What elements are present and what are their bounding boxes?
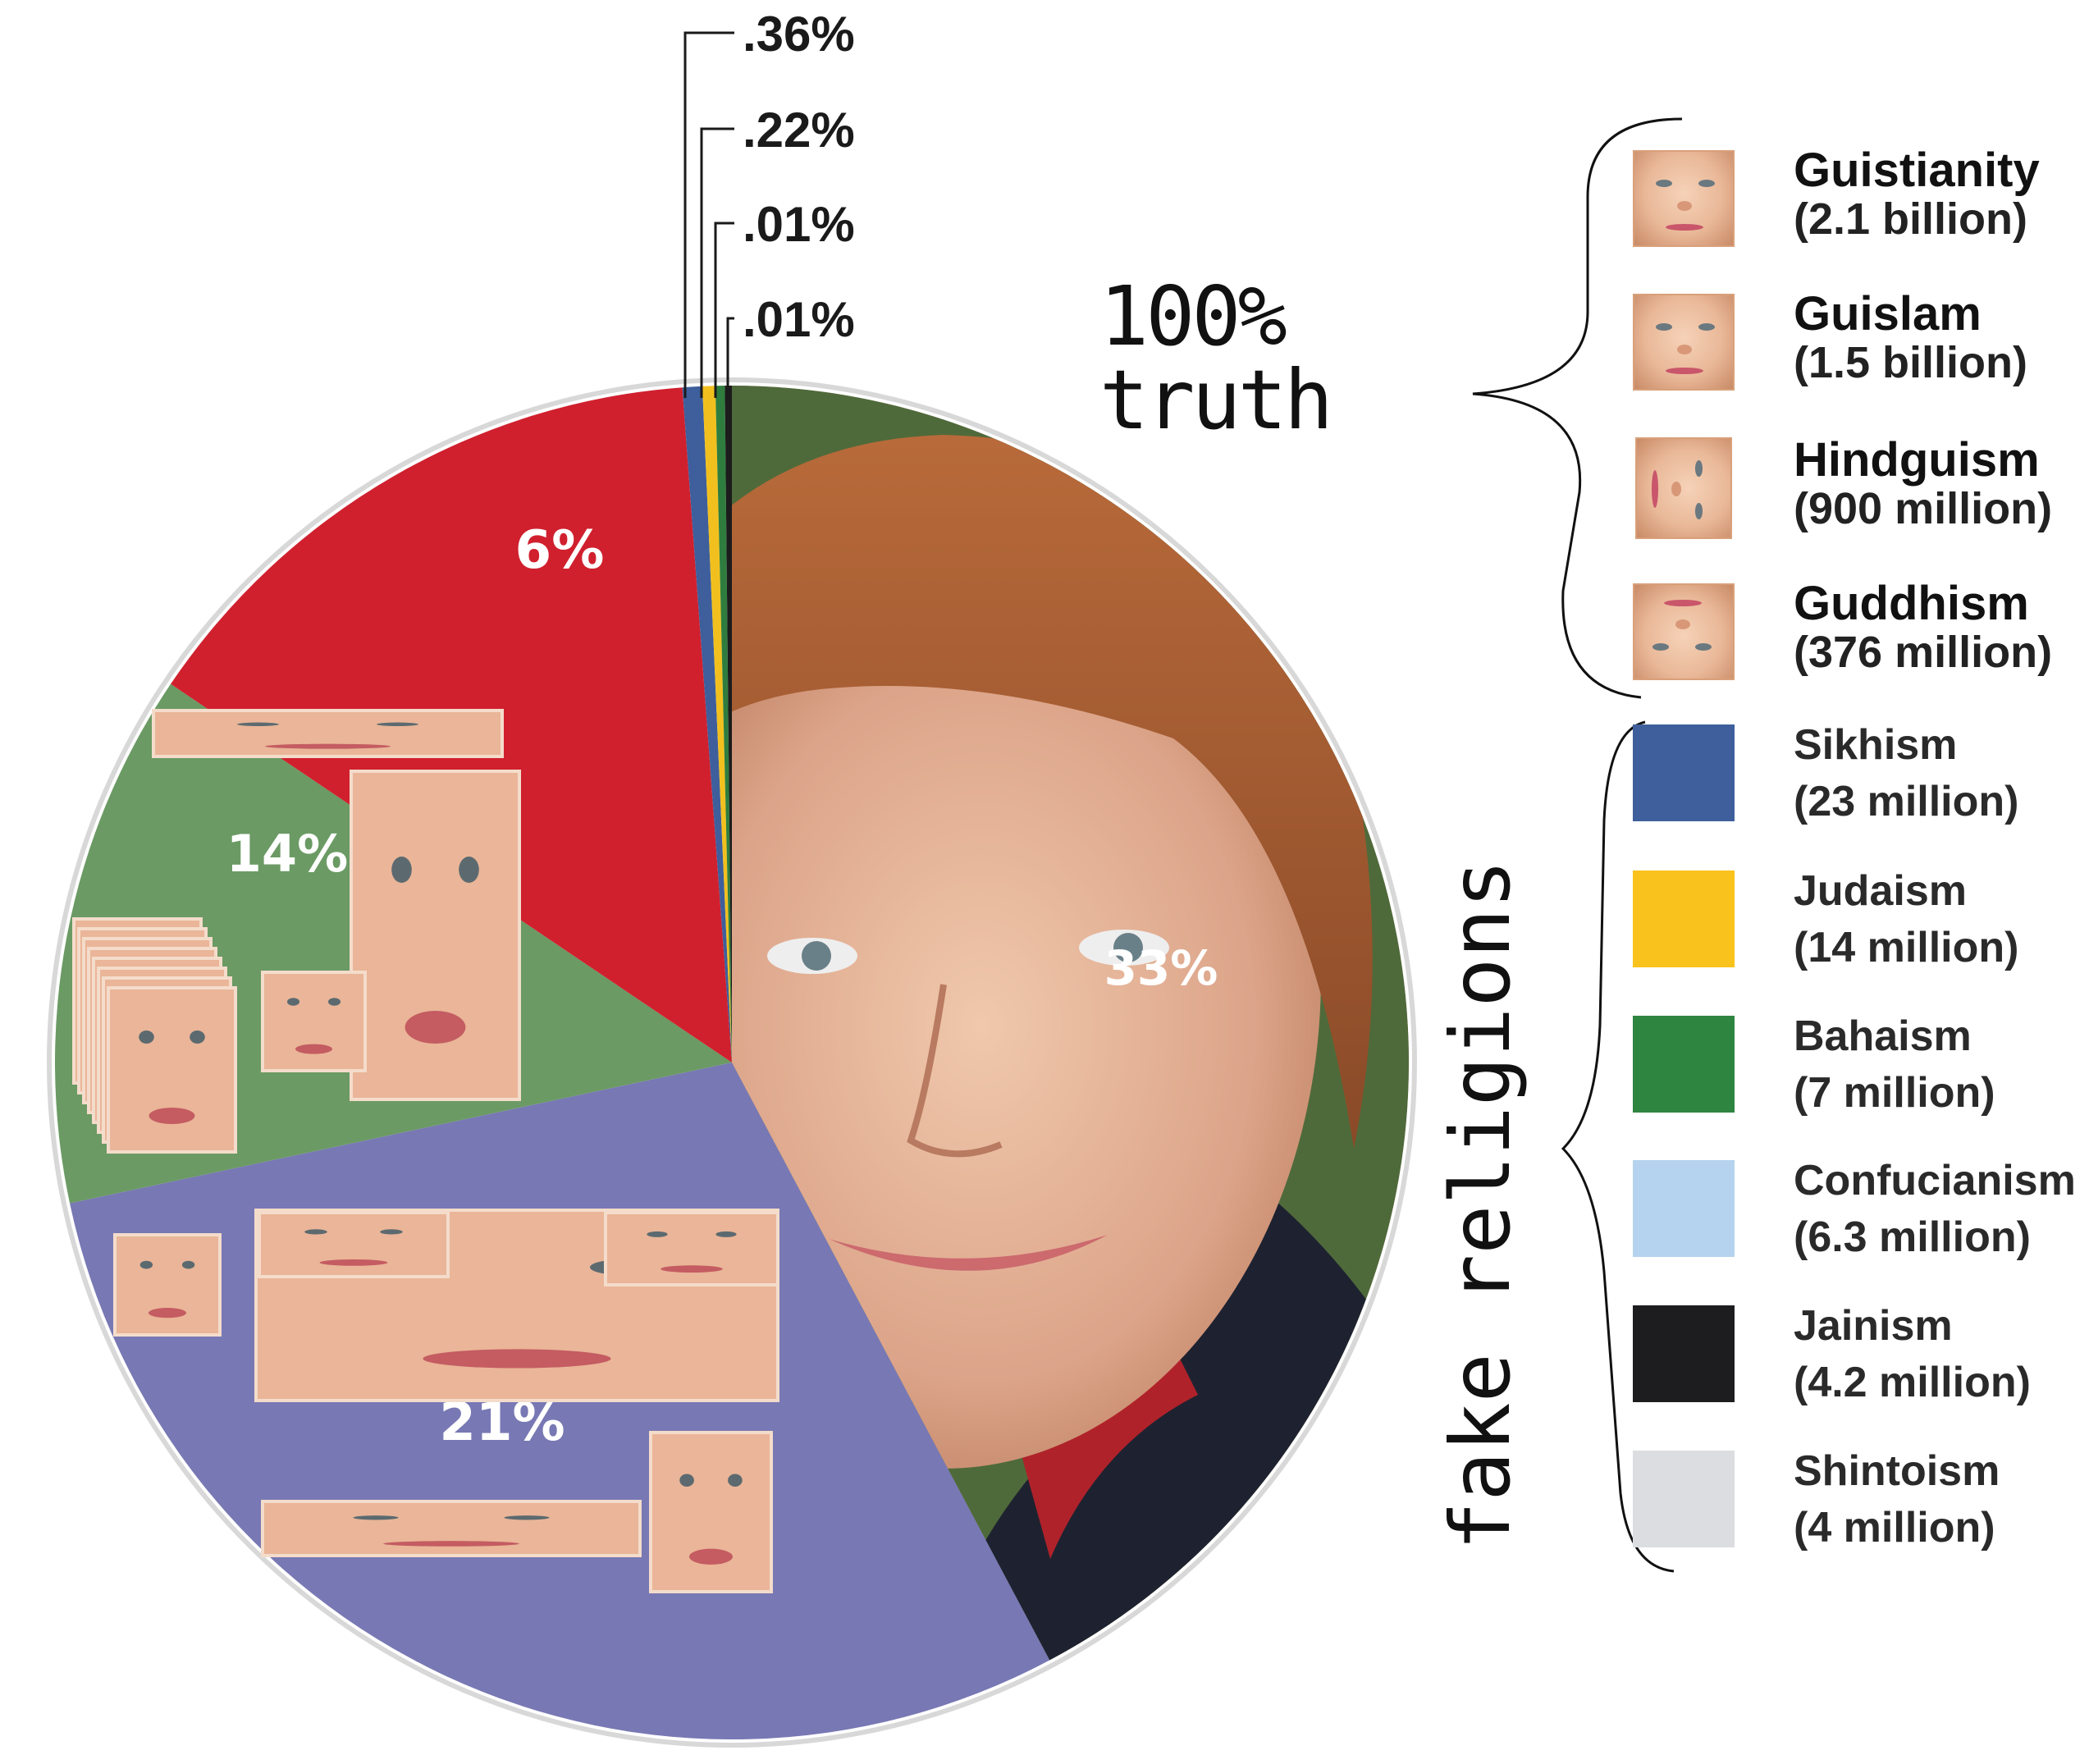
leader-line-1 — [683, 31, 734, 398]
legend-face-swatch — [1633, 583, 1735, 680]
legend-item-guislam: Guislam (1.5 billion) — [1633, 287, 2089, 410]
legend-count: (7 million) — [1794, 1069, 1995, 1117]
legend-item-bahaism: Bahaism (7 million) — [1633, 1009, 2089, 1132]
legend-count: (900 million) — [1794, 484, 2053, 533]
legend-color-swatch — [1633, 1160, 1735, 1257]
legend-name: Sikhism — [1794, 721, 1958, 769]
legend-name: Judaism — [1794, 867, 1967, 915]
legend-color-swatch — [1633, 1016, 1735, 1113]
leader-line-4 — [726, 317, 734, 398]
legend-count: (6.3 million) — [1794, 1213, 2031, 1261]
legend-item-judaism: Judaism (14 million) — [1633, 864, 2089, 987]
legend-count: (14 million) — [1794, 924, 2019, 971]
brace-top — [1472, 117, 1683, 699]
legend-count: (1.5 billion) — [1794, 338, 2028, 387]
legend-count: (23 million) — [1794, 778, 2019, 825]
face-collage-decorations — [72, 709, 779, 1593]
legend-count: (2.1 billion) — [1794, 194, 2028, 244]
legend-item-shintoism: Shintoism (4 million) — [1633, 1444, 2089, 1567]
legend-item-sikhism: Sikhism (23 million) — [1633, 718, 2089, 841]
small-slice-label-3: .01% — [743, 197, 855, 252]
legend-item-hindguism: Hindguism (900 million) — [1633, 433, 2089, 556]
small-slice-label-1: .36% — [743, 7, 855, 62]
legend-name: Confucianism — [1794, 1157, 2076, 1204]
legend-count: (376 million) — [1794, 628, 2053, 677]
pie-slice-5-36 — [682, 386, 732, 1063]
slice-label-2: 21% — [439, 1392, 565, 1453]
pie-slice-6-22 — [702, 386, 732, 1063]
legend-color-swatch — [1633, 1305, 1735, 1402]
face-strip-3 — [258, 1211, 450, 1278]
small-slice-label-2: .22% — [743, 103, 855, 158]
small-slice-label-4: .01% — [743, 292, 855, 347]
legend-item-jainism: Jainism (4.2 million) — [1633, 1299, 2089, 1422]
legend-name: Hindguism — [1794, 433, 2040, 487]
annotation-truth: 100% truth — [1099, 268, 1333, 448]
legend-name: Guistianity — [1794, 144, 2040, 197]
legend-item-guddhism: Guddhism (376 million) — [1633, 577, 2089, 700]
legend-color-swatch — [1633, 871, 1735, 967]
brace-bottom — [1561, 720, 1675, 1573]
slice-label-1: 33% — [1104, 940, 1218, 996]
face-stack-8 — [107, 986, 237, 1154]
face-strip-4 — [604, 1211, 779, 1286]
legend-item-confucianism: Confucianism (6.3 million) — [1633, 1154, 2089, 1277]
legend-name: Jainism — [1794, 1302, 1953, 1350]
legend-face-swatch — [1633, 150, 1735, 247]
legend-braces — [1472, 117, 1683, 1573]
face-small-2 — [113, 1233, 222, 1337]
legend-name: Guislam — [1794, 287, 1982, 340]
legend-name: Bahaism — [1794, 1012, 1972, 1060]
face-strip-1 — [152, 709, 504, 758]
face-small-1 — [261, 971, 367, 1072]
pie-slice-8-01 — [725, 386, 732, 1063]
slice-labels: 33% 21% 14% 6% .36% .22% .01% .01% — [226, 7, 1218, 1453]
legend-count: (4 million) — [1794, 1504, 1995, 1551]
face-small-3 — [649, 1431, 773, 1593]
face-strip-5 — [261, 1500, 642, 1557]
legend-item-guistianity: Guistianity (2.1 billion) — [1633, 144, 2089, 267]
pie-slice-7-01 — [715, 386, 732, 1063]
leader-lines — [683, 31, 734, 398]
legend-name: Guddhism — [1794, 577, 2029, 630]
legend-name: Shintoism — [1794, 1447, 2000, 1495]
face-strip-2 — [350, 770, 521, 1101]
slice-label-3: 14% — [226, 824, 348, 884]
legend-face-swatch — [1633, 294, 1735, 391]
annotation-fake-religions: fake religions — [1433, 859, 1529, 1551]
leader-line-3 — [714, 222, 734, 398]
legend-color-swatch — [1633, 1451, 1735, 1547]
slice-label-4: 6% — [515, 520, 605, 581]
legend-color-swatch — [1633, 724, 1735, 821]
legend-face-swatch — [1635, 437, 1732, 539]
legend-count: (4.2 million) — [1794, 1359, 2031, 1406]
leader-line-2 — [700, 127, 734, 398]
